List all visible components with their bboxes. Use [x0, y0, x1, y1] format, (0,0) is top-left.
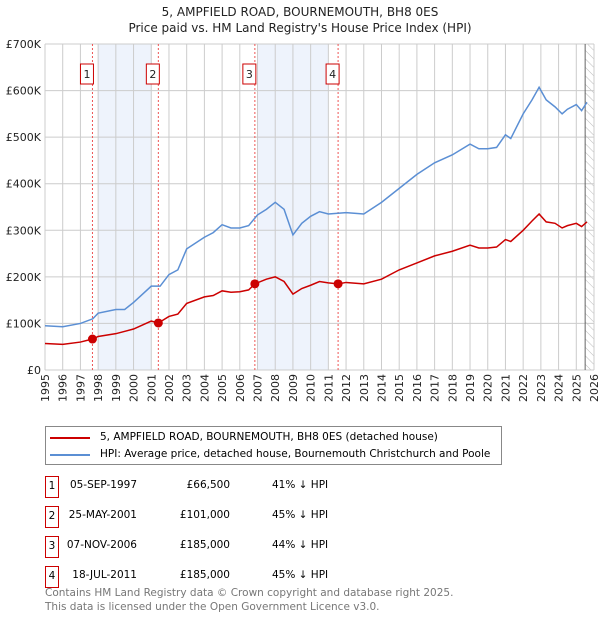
sale-hpi-diff: 45% ↓ HPI: [272, 509, 329, 521]
sale-date: 07-NOV-2006: [66, 539, 137, 551]
chart-title: 5, AMPFIELD ROAD, BOURNEMOUTH, BH8 0ES: [161, 5, 439, 19]
sale-marker-label: 2: [149, 68, 156, 81]
x-tick-label: 2003: [181, 374, 194, 402]
shaded-period: [98, 44, 152, 370]
sale-marker-label: 1: [83, 68, 90, 81]
legend-label-property: 5, AMPFIELD ROAD, BOURNEMOUTH, BH8 0ES (…: [100, 431, 438, 443]
legend-swatch-red: [50, 436, 90, 439]
y-tick-label: £100K: [6, 317, 42, 330]
sale-date: 18-JUL-2011: [72, 569, 137, 581]
sale-point: [333, 279, 343, 289]
sale-marker-label: 3: [246, 68, 253, 81]
sale-date: 05-SEP-1997: [69, 479, 137, 491]
y-tick-label: £500K: [6, 131, 42, 144]
x-tick-label: 1995: [39, 374, 52, 402]
sale-number: 1: [45, 476, 59, 498]
x-tick-label: 2018: [446, 374, 459, 402]
y-tick-label: £400K: [6, 178, 42, 191]
sale-hpi-diff: 41% ↓ HPI: [272, 479, 329, 491]
sale-price: £185,000: [179, 569, 230, 581]
x-tick-label: 2002: [163, 374, 176, 402]
x-tick-label: 2019: [464, 374, 477, 402]
sale-row: 3 07-NOV-2006 £185,000 44% ↓ HPI: [45, 536, 445, 558]
x-tick-label: 2014: [375, 374, 388, 402]
sale-point: [87, 334, 97, 344]
sale-price: £185,000: [179, 539, 230, 551]
forecast-hatch: [585, 44, 594, 370]
legend: 5, AMPFIELD ROAD, BOURNEMOUTH, BH8 0ES (…: [45, 426, 502, 465]
y-tick-label: £700K: [6, 38, 42, 51]
x-tick-label: 2005: [216, 374, 229, 402]
sale-price: £101,000: [179, 509, 230, 521]
x-tick-label: 2011: [322, 374, 335, 402]
x-tick-label: 2021: [499, 374, 512, 402]
legend-label-hpi: HPI: Average price, detached house, Bour…: [100, 448, 491, 460]
price-chart: 1995 1996 1997 1998 1999 2000 2001 2002 2003 2004…: [6, 38, 600, 402]
sale-marker-box: [325, 63, 340, 85]
x-tick-label: 2001: [145, 374, 158, 402]
chart-subtitle: Price paid vs. HM Land Registry's House …: [128, 21, 472, 35]
sale-point: [153, 318, 163, 328]
x-tick-label: 1998: [92, 374, 105, 402]
sale-hpi-diff: 45% ↓ HPI: [272, 569, 329, 581]
sale-marker-box: [79, 63, 94, 85]
legend-swatch-blue: [50, 453, 90, 456]
x-tick-label: 2006: [234, 374, 247, 402]
x-tick-label: 2026: [588, 374, 600, 402]
sale-row: 4 18-JUL-2011 £185,000 45% ↓ HPI: [45, 566, 445, 588]
sale-number: 2: [45, 506, 59, 528]
x-tick-label: 2008: [269, 374, 282, 402]
sale-marker-box: [145, 63, 160, 85]
x-tick-label: 2013: [358, 374, 371, 402]
y-tick-label: £600K: [6, 85, 42, 98]
x-tick-label: 2010: [305, 374, 318, 402]
x-tick-label: 2024: [553, 374, 566, 402]
sale-row: 2 25-MAY-2001 £101,000 45% ↓ HPI: [45, 506, 445, 528]
y-tick-label: £0: [27, 364, 41, 377]
x-tick-label: 2025: [570, 374, 583, 402]
x-tick-label: 1997: [74, 374, 87, 402]
x-tick-label: 2017: [429, 374, 442, 402]
sale-point: [250, 279, 260, 289]
x-tick-label: 2004: [198, 374, 211, 402]
footer-licence: This data is licensed under the Open Gov…: [45, 601, 380, 613]
sale-number: 4: [45, 566, 59, 588]
hpi-line: [44, 85, 588, 328]
sale-date: 25-MAY-2001: [68, 509, 137, 521]
x-tick-label: 2009: [287, 374, 300, 402]
x-tick-label: 2016: [411, 374, 424, 402]
sale-marker-label: 4: [329, 68, 336, 81]
x-tick-label: 2023: [535, 374, 548, 402]
sale-marker-box: [242, 63, 257, 85]
x-tick-label: 1999: [110, 374, 123, 402]
x-tick-label: 2015: [393, 374, 406, 402]
x-tick-label: 2012: [340, 374, 353, 402]
footer-copyright: Contains HM Land Registry data © Crown c…: [45, 587, 454, 599]
x-tick-label: 1996: [57, 374, 70, 402]
y-tick-label: £200K: [6, 271, 42, 284]
sale-number: 3: [45, 536, 59, 558]
x-tick-label: 2022: [517, 374, 530, 402]
sale-hpi-diff: 44% ↓ HPI: [272, 539, 329, 551]
x-tick-label: 2020: [482, 374, 495, 402]
x-tick-label: 2000: [128, 374, 141, 402]
sale-row: 1 05-SEP-1997 £66,500 41% ↓ HPI: [45, 476, 445, 498]
x-tick-label: 2007: [252, 374, 265, 402]
sale-price: £66,500: [186, 479, 230, 491]
y-tick-label: £300K: [6, 224, 42, 237]
